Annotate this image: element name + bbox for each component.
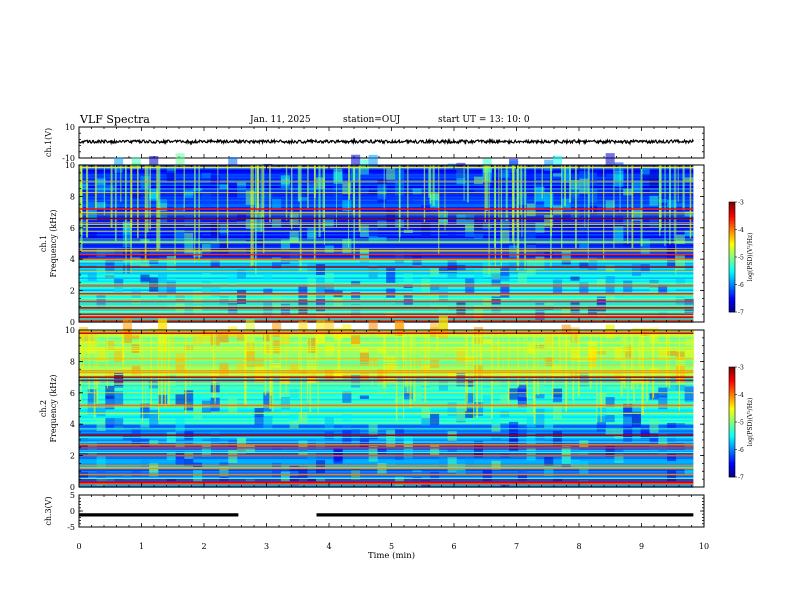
ch1-waveform-line — [78, 137, 694, 146]
ch1-spectrogram-image — [79, 153, 694, 323]
y-axis-label: ch.1(V) — [44, 128, 53, 157]
x-tick-label: 0 — [76, 542, 81, 551]
date-label: Jan. 11, 2025 — [250, 115, 311, 125]
y-tick-label: 10 — [65, 161, 75, 170]
ch1-spectrogram-colorbar: -3 -4 -5 -6 -7 log(PSD)(V²/Hz) — [728, 200, 754, 317]
ch2-spectrogram-ylabel: ch.2 Frequency (kHz) — [39, 374, 58, 442]
ch1-spectrogram-ylabel: ch.1 Frequency (kHz) — [39, 209, 58, 277]
x-tick-label: 5 — [389, 542, 394, 551]
x-tick-label: 9 — [639, 542, 644, 551]
colorbar-tick-label: -4 — [738, 392, 744, 399]
y-axis-label: ch.1 — [39, 235, 48, 252]
spectral-band — [79, 307, 694, 309]
spectral-band — [79, 379, 694, 382]
colorbar-tick-label: -7 — [738, 475, 744, 482]
ch3-waveform-frame — [78, 494, 705, 528]
y-tick-label: 2 — [70, 287, 75, 296]
y-tick-label: 5 — [70, 491, 75, 500]
y-tick-label: 0 — [70, 483, 75, 492]
y-tick-label: 2 — [70, 452, 75, 461]
x-axis: 0 1 2 3 4 5 6 7 8 9 10 Time (min) — [76, 542, 709, 561]
chart-title: VLF Spectra — [80, 113, 150, 126]
spectral-band — [79, 319, 694, 322]
x-tick-label: 6 — [451, 542, 456, 551]
ch2-spectrogram-time-ticks — [78, 330, 705, 487]
ch2-spectrogram-image — [79, 316, 695, 488]
y-tick-label: 0 — [70, 318, 75, 327]
colorbar-tick-label: -5 — [738, 255, 744, 262]
y-tick-label: 10 — [65, 326, 75, 335]
x-tick-label: 10 — [699, 542, 709, 551]
y-tick-label: -5 — [67, 523, 75, 532]
y-tick-label: 6 — [70, 224, 75, 233]
y-axis-label: Frequency (kHz) — [49, 374, 58, 442]
spectral-band — [79, 376, 694, 378]
y-axis-label: ch.3(V) — [44, 496, 53, 525]
spectral-band — [79, 253, 694, 256]
ch3-time-ticks — [78, 495, 705, 527]
x-tick-label: 1 — [139, 542, 144, 551]
spectral-band — [79, 266, 694, 268]
spectral-band — [79, 443, 694, 446]
spectral-band — [79, 447, 694, 449]
spectral-band — [79, 481, 694, 484]
ch3-waveform-ylabel: ch.3(V) — [44, 496, 53, 525]
colorbar-label-text: log(PSD)(V²/Hz) — [747, 398, 754, 447]
spectral-band — [79, 404, 694, 407]
spectral-band — [79, 332, 694, 334]
spectral-band — [79, 208, 694, 210]
spectral-band — [79, 217, 694, 220]
spectral-band — [79, 313, 694, 315]
y-tick-label: 6 — [70, 389, 75, 398]
spectral-band — [79, 300, 694, 303]
spectral-band — [79, 483, 694, 485]
ch1-waveform-ylabel: ch.1(V) — [44, 128, 53, 157]
y-tick-label: 8 — [70, 192, 75, 201]
colorbar-tick-label: -6 — [738, 447, 744, 454]
x-tick-label: 7 — [514, 542, 519, 551]
x-tick-label: 4 — [326, 542, 331, 551]
ch2-spectrogram-colorbar: -3 -4 -5 -6 -7 log(PSD)(V²/Hz) — [728, 365, 754, 482]
y-tick-label: 8 — [70, 357, 75, 366]
x-tick-label: 2 — [201, 542, 206, 551]
y-tick-label: 4 — [70, 420, 75, 429]
station-label: station=OUJ — [343, 115, 401, 125]
colorbar-tick-label: -7 — [738, 310, 744, 317]
spectral-band — [79, 467, 694, 469]
y-axis-label: Frequency (kHz) — [49, 209, 58, 277]
colorbar-tick-label: -3 — [738, 200, 744, 207]
spectral-band — [79, 258, 694, 260]
y-tick-label: 4 — [70, 255, 75, 264]
colorbar-label: log(PSD)(V²/Hz) — [747, 398, 754, 447]
spectral-band — [79, 316, 694, 319]
spectral-band — [79, 371, 694, 374]
spectral-band — [79, 434, 694, 436]
colorbar-label-text: log(PSD)(V²/Hz) — [747, 233, 754, 282]
x-axis-label: Time (min) — [368, 550, 415, 561]
y-tick-label: -10 — [62, 154, 75, 163]
colorbar-tick-label: -3 — [738, 365, 744, 372]
y-axis-label: ch.2 — [39, 400, 48, 417]
start-time-label: start UT = 13: 10: 0 — [438, 115, 530, 125]
spectral-band — [79, 473, 694, 476]
ch3-y-ticks — [79, 494, 704, 528]
x-tick-label: 3 — [264, 542, 269, 551]
colorbar-label: log(PSD)(V²/Hz) — [747, 233, 754, 282]
colorbar-tick-label: -6 — [738, 282, 744, 289]
spectral-band — [79, 293, 694, 295]
colorbar-tick-label: -5 — [738, 420, 744, 427]
colorbar-tick-label: -4 — [738, 227, 744, 234]
y-tick-label: 0 — [70, 507, 75, 516]
spectral-band — [79, 454, 694, 457]
y-tick-label: 10 — [65, 123, 75, 132]
x-tick-label: 8 — [576, 542, 581, 551]
spectral-band — [79, 285, 694, 287]
